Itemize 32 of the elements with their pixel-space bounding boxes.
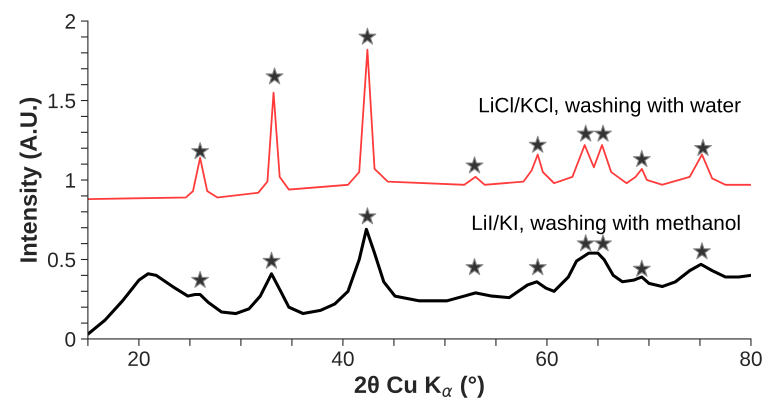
point xyxy=(576,124,595,142)
y-tick-label: 1 xyxy=(66,173,76,188)
series-label: LiCl/KCl, washing with water xyxy=(480,97,741,117)
x-tick-label: 60 xyxy=(536,351,558,366)
point xyxy=(594,124,612,142)
point xyxy=(632,260,651,277)
x-tick-label: 40 xyxy=(332,351,354,366)
x-tick-label: 80 xyxy=(740,351,762,366)
point xyxy=(528,136,547,153)
point xyxy=(266,67,284,84)
point xyxy=(694,138,712,156)
y-axis-title: Intensity (A.U.) xyxy=(20,98,42,262)
point xyxy=(693,242,711,260)
point xyxy=(632,150,651,168)
y-tick-label: 1.5 xyxy=(48,94,76,108)
y-tick-label: 0 xyxy=(65,332,76,347)
x-tick-label: 20 xyxy=(128,351,150,366)
y-tick-label: 0.5 xyxy=(48,252,76,268)
point xyxy=(466,258,484,276)
point xyxy=(576,234,595,252)
point xyxy=(594,234,612,252)
point xyxy=(528,258,547,276)
series-label: LiI/KI, washing with methanol xyxy=(472,214,740,234)
point xyxy=(191,270,210,288)
point xyxy=(358,28,376,45)
point xyxy=(358,207,376,224)
point xyxy=(466,156,484,174)
line-series xyxy=(88,48,751,200)
y-tick-label: 2 xyxy=(66,14,76,29)
x-axis-title: 2θ Cu K$_{α}$ (°) xyxy=(354,376,484,398)
point xyxy=(262,252,280,269)
point xyxy=(191,142,210,160)
